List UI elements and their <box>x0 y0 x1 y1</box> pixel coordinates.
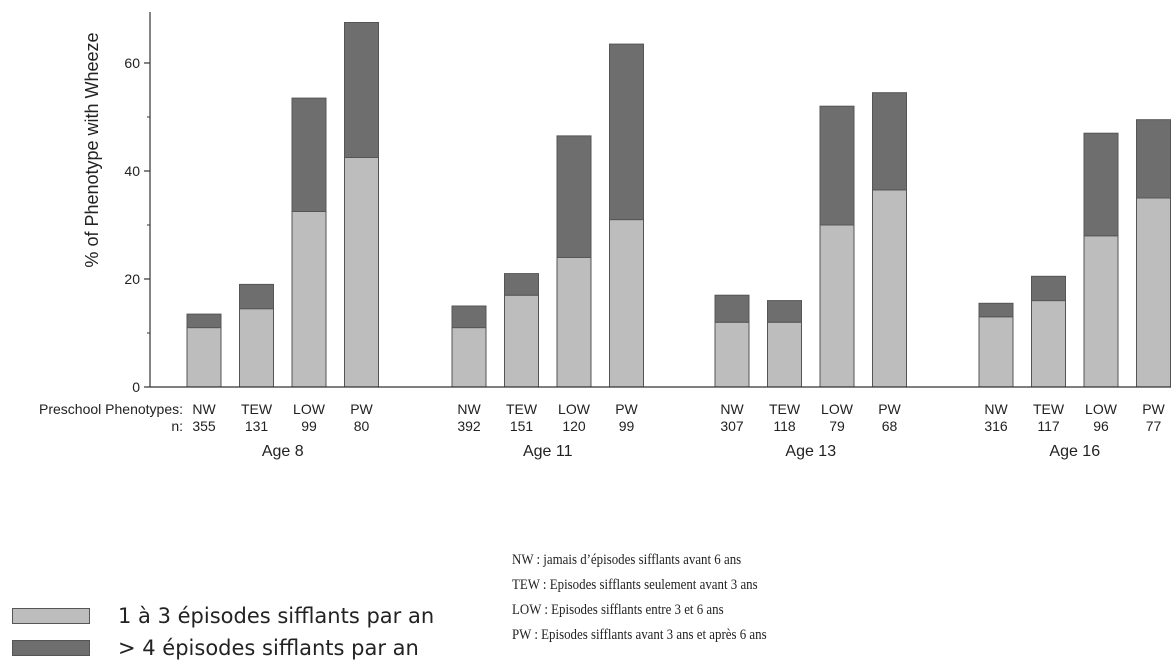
bar-segment-severe <box>1031 275 1066 302</box>
bar-segment-mild <box>978 316 1014 388</box>
legend-label-severe: > 4 épisodes sifflants par an <box>118 636 419 660</box>
phenotype-definitions: NW : jamais d’épisodes sifflants avant 6… <box>512 548 767 648</box>
bar-segment-mild <box>1136 197 1171 388</box>
legend-swatch-severe <box>12 640 90 656</box>
bar-group <box>978 119 1171 388</box>
n-value-label: 99 <box>301 418 317 434</box>
definition-low: LOW : Episodes sifflants entre 3 et 6 an… <box>512 602 724 618</box>
bars <box>150 22 1171 388</box>
bar-segment-mild <box>819 224 855 388</box>
definition-nw: NW : jamais d’épisodes sifflants avant 6… <box>512 552 742 568</box>
phenotype-label: TEW <box>769 401 801 417</box>
y-axis-label: % of Phenotype with Wheeze <box>82 32 102 267</box>
definition-tew: TEW : Episodes sifflants seulement avant… <box>512 577 758 593</box>
n-value-label: 392 <box>457 418 481 434</box>
n-value-label: 96 <box>1093 418 1109 434</box>
bar-segment-severe <box>609 43 644 221</box>
n-value-label: 316 <box>984 418 1008 434</box>
n-value-label: 307 <box>720 418 744 434</box>
bar-group <box>714 92 907 388</box>
y-tick-label: 40 <box>124 163 140 179</box>
legend: 1 à 3 épisodes sifflants par an > 4 épis… <box>12 600 434 664</box>
phenotype-label: LOW <box>821 401 854 417</box>
y-tick-label: 60 <box>124 55 140 71</box>
phenotype-label: PW <box>615 401 638 417</box>
bar-segment-mild <box>186 327 222 388</box>
n-value-label: 99 <box>619 418 635 434</box>
bar-segment-severe <box>504 273 539 296</box>
bar-segment-severe <box>451 305 487 329</box>
legend-swatch-mild <box>12 608 90 624</box>
phenotype-label: NW <box>192 401 216 417</box>
phenotype-label: TEW <box>241 401 273 417</box>
bar-segment-severe <box>239 283 274 310</box>
y-tick-label: 0 <box>132 379 140 395</box>
n-value-label: 120 <box>562 418 586 434</box>
bar-segment-mild <box>344 157 379 388</box>
n-value-label: 355 <box>192 418 216 434</box>
n-value-label: 80 <box>354 418 370 434</box>
bar-segment-severe <box>291 97 327 212</box>
bar-segment-mild <box>451 327 487 388</box>
bar-group <box>451 43 644 388</box>
n-prefix-label: n: <box>171 418 183 434</box>
bar-segment-severe <box>556 135 592 258</box>
bar-segment-mild <box>504 294 539 388</box>
bar-segment-severe <box>186 313 222 329</box>
bar-segment-severe <box>1136 119 1171 199</box>
n-value-label: 77 <box>1146 418 1162 434</box>
phenotype-label: LOW <box>293 401 326 417</box>
bar-segment-severe <box>1083 132 1119 237</box>
bar-segment-severe <box>819 105 855 226</box>
bar-segment-mild <box>556 256 592 388</box>
bar-segment-mild <box>1031 300 1066 388</box>
bar-segment-mild <box>291 211 327 388</box>
bar-segment-mild <box>872 189 907 388</box>
bar-segment-severe <box>767 300 802 323</box>
n-value-label: 117 <box>1037 418 1060 434</box>
phenotype-label: TEW <box>506 401 538 417</box>
bar-group <box>186 22 379 388</box>
age-group-label: Age 16 <box>1049 443 1100 460</box>
legend-item-mild: 1 à 3 épisodes sifflants par an <box>12 600 434 632</box>
n-value-label: 118 <box>773 418 796 434</box>
bar-segment-severe <box>872 92 907 191</box>
age-group-label: Age 13 <box>785 443 836 460</box>
bar-segment-mild <box>714 321 750 388</box>
definition-pw: PW : Episodes sifflants avant 3 ans et a… <box>512 627 767 643</box>
phenotype-label: PW <box>878 401 901 417</box>
y-axis: 0 20 40 60 % of Phenotype with Wheeze <box>82 12 151 395</box>
bar-segment-mild <box>1083 235 1119 388</box>
phenotype-label: NW <box>720 401 744 417</box>
x-prefix-label: Preschool Phenotypes: <box>39 401 183 417</box>
phenotype-label: TEW <box>1033 401 1065 417</box>
n-value-label: 151 <box>510 418 534 434</box>
bar-segment-mild <box>767 321 802 388</box>
n-value-label: 79 <box>829 418 845 434</box>
phenotype-label: LOW <box>1085 401 1118 417</box>
phenotype-label: PW <box>350 401 373 417</box>
y-tick-label: 20 <box>124 271 140 287</box>
phenotype-label: PW <box>1142 401 1165 417</box>
phenotype-label: NW <box>457 401 481 417</box>
phenotype-label: NW <box>984 401 1008 417</box>
n-value-label: 68 <box>882 418 898 434</box>
bar-segment-severe <box>344 22 379 158</box>
bar-segment-mild <box>239 308 274 388</box>
legend-label-mild: 1 à 3 épisodes sifflants par an <box>118 604 435 628</box>
age-group-label: Age 8 <box>262 443 304 460</box>
legend-item-severe: > 4 épisodes sifflants par an <box>12 632 434 664</box>
bar-segment-severe <box>714 294 750 323</box>
n-value-label: 131 <box>245 418 269 434</box>
bar-segment-mild <box>609 219 644 388</box>
phenotype-label: LOW <box>558 401 591 417</box>
age-group-label: Age 11 <box>523 443 573 460</box>
bar-segment-severe <box>978 302 1014 318</box>
